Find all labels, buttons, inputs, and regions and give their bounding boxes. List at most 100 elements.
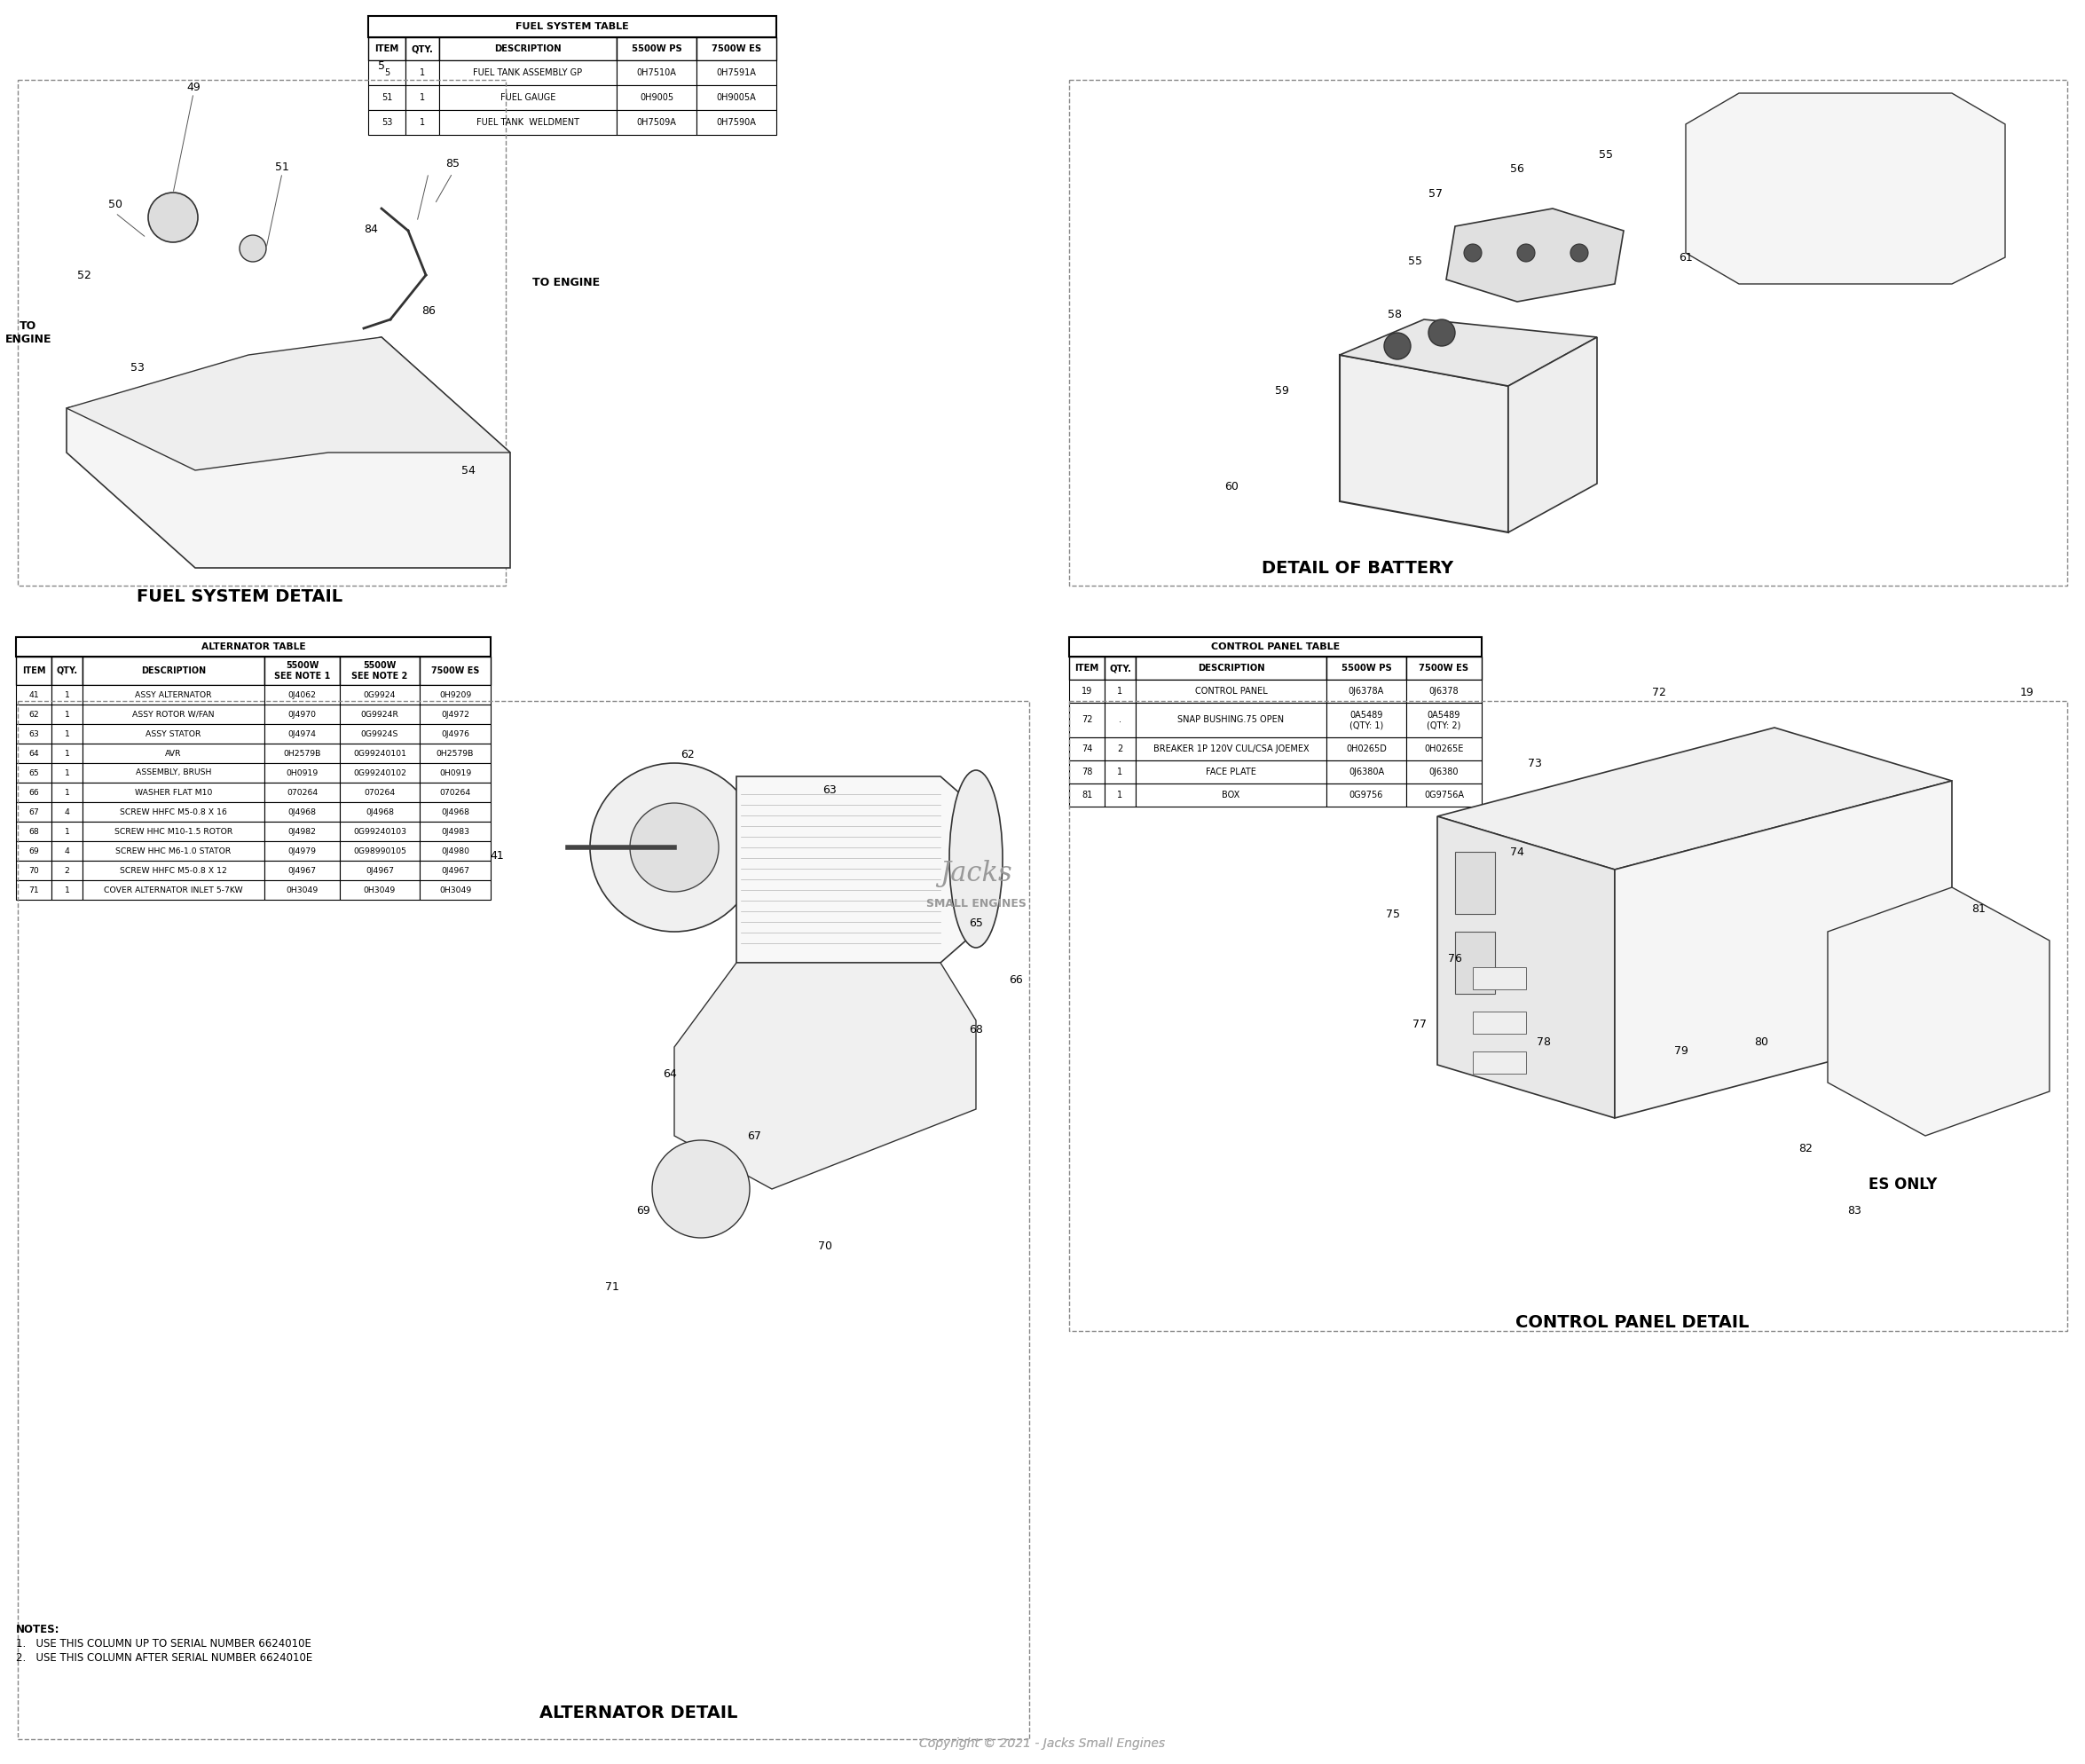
Bar [1105,702,1136,737]
Bar [1105,783,1136,806]
Bar [1070,656,1105,679]
Bar [1405,679,1482,702]
Text: 4: 4 [65,808,69,817]
Polygon shape [1447,208,1624,302]
Text: 0G99240103: 0G99240103 [352,827,407,836]
Text: 0J6378A: 0J6378A [1349,686,1384,695]
Bar [1326,679,1405,702]
Bar [83,822,265,841]
Text: 0G9756: 0G9756 [1349,790,1382,799]
Bar [340,803,419,822]
Bar [265,656,340,684]
Polygon shape [1829,887,2050,1136]
Circle shape [1428,319,1455,346]
Text: 0H9005: 0H9005 [640,93,673,102]
Bar [265,861,340,880]
Bar [1455,852,1495,914]
Text: FUEL TANK  WELDMENT: FUEL TANK WELDMENT [477,118,580,127]
Bar [617,85,696,109]
Text: 0G99240101: 0G99240101 [352,750,407,757]
Text: 5: 5 [377,60,386,72]
Bar [1472,967,1526,990]
Text: 81: 81 [1082,790,1093,799]
Text: 86: 86 [421,305,436,316]
Text: Copyright © 2021 - Jacks Small Engines: Copyright © 2021 - Jacks Small Engines [919,1738,1166,1750]
Text: 4: 4 [65,847,69,856]
Text: 7500W ES: 7500W ES [432,667,480,676]
Text: 1: 1 [1118,686,1124,695]
Text: 72: 72 [1651,686,1666,699]
Text: 0H9209: 0H9209 [440,691,471,699]
Text: 0J6380A: 0J6380A [1349,767,1384,776]
Text: 1: 1 [1118,767,1124,776]
Bar [17,656,52,684]
Bar [369,109,404,134]
Text: 0J4982: 0J4982 [288,827,317,836]
Text: 64: 64 [29,750,40,757]
Bar [1136,760,1326,783]
Circle shape [653,1140,751,1238]
Text: .: . [1120,716,1122,725]
Text: NOTES:: NOTES: [17,1625,60,1635]
Text: AVR: AVR [165,750,181,757]
Bar [340,822,419,841]
Bar [404,109,440,134]
Polygon shape [67,337,511,471]
Bar [696,60,776,85]
Text: 0J6380: 0J6380 [1428,767,1460,776]
Text: 1: 1 [65,886,69,894]
Text: 74: 74 [1510,847,1524,857]
Text: ITEM: ITEM [1074,663,1099,672]
Text: 79: 79 [1674,1046,1689,1057]
Text: 0H0265E: 0H0265E [1424,744,1464,753]
Text: 41: 41 [490,850,505,863]
Circle shape [590,764,759,931]
Bar [1472,1051,1526,1074]
Text: 65: 65 [970,917,982,928]
Text: 0J4983: 0J4983 [440,827,469,836]
Polygon shape [1341,355,1507,533]
Bar [1472,1011,1526,1034]
Text: 2: 2 [65,866,69,875]
Text: 0G9924S: 0G9924S [361,730,398,737]
Text: 0J4974: 0J4974 [288,730,317,737]
Bar [340,764,419,783]
Circle shape [148,192,198,242]
Bar [696,37,776,60]
Bar [1070,737,1105,760]
Text: 5500W PS: 5500W PS [1341,663,1391,672]
Bar [1405,760,1482,783]
Polygon shape [1614,781,1952,1118]
Text: SCREW HHFC M5-0.8 X 12: SCREW HHFC M5-0.8 X 12 [119,866,227,875]
Text: 0H0919: 0H0919 [440,769,471,776]
Bar [1105,737,1136,760]
Bar [83,803,265,822]
Text: 66: 66 [29,789,40,796]
Bar [1405,702,1482,737]
Text: 7500W ES: 7500W ES [711,44,761,53]
Text: 0J4972: 0J4972 [440,711,469,718]
Text: 0J4968: 0J4968 [288,808,317,817]
Bar [340,880,419,900]
Text: 0J4062: 0J4062 [288,691,317,699]
Bar [265,684,340,704]
Bar [340,783,419,803]
Bar [265,764,340,783]
Bar [696,109,776,134]
Text: 1: 1 [65,827,69,836]
Text: DESCRIPTION: DESCRIPTION [494,44,561,53]
Text: ES ONLY: ES ONLY [1868,1177,1937,1192]
Text: 0G9756A: 0G9756A [1424,790,1464,799]
Bar [83,841,265,861]
Text: 0J4967: 0J4967 [365,866,394,875]
Text: 0H9005A: 0H9005A [717,93,757,102]
Bar [1070,637,1482,656]
Text: 0G9924: 0G9924 [363,691,396,699]
Text: 53: 53 [382,118,392,127]
Text: FUEL GAUGE: FUEL GAUGE [500,93,555,102]
Text: 5: 5 [384,69,390,78]
Text: FUEL SYSTEM TABLE: FUEL SYSTEM TABLE [515,23,630,32]
Text: 070264: 070264 [440,789,471,796]
Text: Jacks: Jacks [940,861,1011,887]
Text: SCREW HHC M6-1.0 STATOR: SCREW HHC M6-1.0 STATOR [115,847,231,856]
